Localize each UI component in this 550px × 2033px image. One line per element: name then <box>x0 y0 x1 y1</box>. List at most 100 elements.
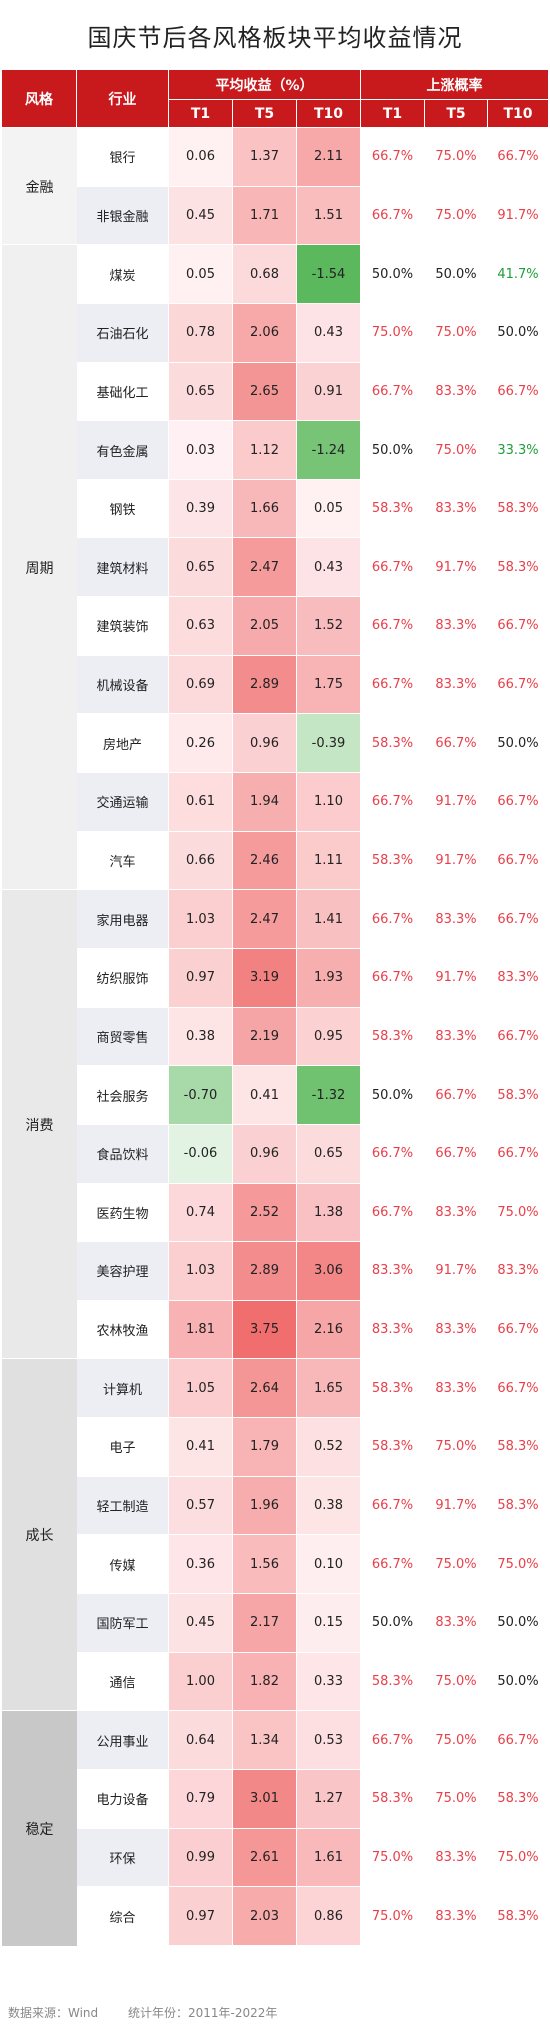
return-t5: 0.41 <box>233 1066 296 1124</box>
return-t10: 1.65 <box>297 1359 360 1418</box>
prob-p1: 66.7% <box>361 1183 424 1242</box>
industry-name: 环保 <box>77 1828 168 1887</box>
return-t5: 2.03 <box>233 1887 296 1945</box>
return-t1: 0.39 <box>169 479 232 538</box>
industry-name: 家用电器 <box>77 890 168 948</box>
return-t10: -1.24 <box>297 421 360 479</box>
page-title: 国庆节后各风格板块平均收益情况 <box>87 23 463 52</box>
return-t5: 2.06 <box>233 303 296 362</box>
industry-name: 房地产 <box>77 714 168 773</box>
return-t10: 0.65 <box>297 1124 360 1183</box>
industry-name: 传媒 <box>77 1535 168 1593</box>
prob-p10: 66.7% <box>488 597 548 655</box>
industry-name: 公用事业 <box>77 1711 168 1769</box>
prob-p10: 66.7% <box>488 1007 548 1066</box>
return-t5: 2.89 <box>233 1242 296 1300</box>
prob-p1: 66.7% <box>361 655 424 714</box>
return-t10: 1.75 <box>297 655 360 714</box>
prob-p10: 58.3% <box>488 1418 548 1476</box>
prob-p5: 91.7% <box>425 948 487 1007</box>
prob-p1: 58.3% <box>361 831 424 890</box>
prob-p1: 75.0% <box>361 303 424 362</box>
prob-p1: 75.0% <box>361 1887 424 1945</box>
return-t1: 0.38 <box>169 1007 232 1066</box>
return-t10: 2.11 <box>297 128 360 186</box>
header-avg-return: 平均收益（%） <box>169 70 360 99</box>
prob-p1: 66.7% <box>361 1711 424 1769</box>
return-t5: 1.34 <box>233 1711 296 1769</box>
prob-p10: 58.3% <box>488 479 548 538</box>
prob-p5: 91.7% <box>425 773 487 831</box>
return-t1: 0.57 <box>169 1476 232 1535</box>
prob-p5: 83.3% <box>425 479 487 538</box>
return-t10: 0.15 <box>297 1594 360 1652</box>
prob-p5: 83.3% <box>425 597 487 655</box>
prob-p5: 75.0% <box>425 1418 487 1476</box>
prob-p10: 83.3% <box>488 948 548 1007</box>
prob-p5: 83.3% <box>425 1183 487 1242</box>
industry-name: 美容护理 <box>77 1242 168 1300</box>
return-t5: 1.96 <box>233 1476 296 1535</box>
prob-p10: 50.0% <box>488 1652 548 1711</box>
prob-p10: 66.7% <box>488 128 548 186</box>
return-t5: 1.66 <box>233 479 296 538</box>
prob-p1: 58.3% <box>361 1652 424 1711</box>
industry-name: 建筑装饰 <box>77 597 168 655</box>
prob-p5: 83.3% <box>425 1887 487 1945</box>
return-t1: 0.97 <box>169 1887 232 1945</box>
return-t5: 3.01 <box>233 1769 296 1828</box>
prob-p1: 66.7% <box>361 597 424 655</box>
prob-p1: 66.7% <box>361 128 424 186</box>
return-t10: 1.10 <box>297 773 360 831</box>
prob-p10: 58.3% <box>488 1066 548 1124</box>
return-t5: 2.46 <box>233 831 296 890</box>
return-t1: 0.74 <box>169 1183 232 1242</box>
return-t5: 2.47 <box>233 538 296 597</box>
style-group-label: 消费 <box>2 890 77 1360</box>
prob-p1: 66.7% <box>361 538 424 597</box>
prob-p5: 50.0% <box>425 245 487 303</box>
return-t5: 2.64 <box>233 1359 296 1418</box>
return-t1: 0.63 <box>169 597 232 655</box>
return-t1: 0.69 <box>169 655 232 714</box>
header-return-t10: T10 <box>297 100 360 127</box>
return-t1: 1.81 <box>169 1300 232 1359</box>
returns-table: 风格 行业 平均收益（%） 上涨概率 T1 T5 T10 T1 T5 T10 金融 银行 0.06 1.3… <box>2 70 548 2000</box>
return-t5: 1.71 <box>233 186 296 245</box>
industry-name: 计算机 <box>77 1359 168 1418</box>
industry-name: 银行 <box>77 128 168 186</box>
prob-p1: 58.3% <box>361 1418 424 1476</box>
header-prob-t1: T1 <box>361 100 424 127</box>
prob-p10: 50.0% <box>488 714 548 773</box>
prob-p1: 50.0% <box>361 245 424 303</box>
prob-p5: 75.0% <box>425 128 487 186</box>
prob-p1: 50.0% <box>361 421 424 479</box>
return-t10: 1.51 <box>297 186 360 245</box>
prob-p5: 75.0% <box>425 186 487 245</box>
return-t1: 1.03 <box>169 1242 232 1300</box>
return-t1: 0.26 <box>169 714 232 773</box>
prob-p5: 91.7% <box>425 1476 487 1535</box>
header-industry: 行业 <box>77 70 168 127</box>
return-t10: 1.93 <box>297 948 360 1007</box>
prob-p5: 83.3% <box>425 1594 487 1652</box>
industry-name: 基础化工 <box>77 362 168 421</box>
prob-p5: 91.7% <box>425 538 487 597</box>
industry-name: 非银金融 <box>77 186 168 245</box>
prob-p10: 66.7% <box>488 890 548 948</box>
prob-p1: 66.7% <box>361 362 424 421</box>
return-t5: 0.96 <box>233 714 296 773</box>
prob-p10: 66.7% <box>488 1300 548 1359</box>
industry-name: 综合 <box>77 1887 168 1945</box>
return-t1: 0.06 <box>169 128 232 186</box>
return-t10: 0.05 <box>297 479 360 538</box>
prob-p10: 66.7% <box>488 1359 548 1418</box>
prob-p1: 58.3% <box>361 714 424 773</box>
header-prob-t5: T5 <box>425 100 487 127</box>
industry-name: 汽车 <box>77 831 168 890</box>
prob-p10: 58.3% <box>488 1769 548 1828</box>
return-t10: 0.86 <box>297 1887 360 1945</box>
prob-p5: 83.3% <box>425 655 487 714</box>
prob-p1: 66.7% <box>361 1124 424 1183</box>
return-t1: 0.45 <box>169 1594 232 1652</box>
